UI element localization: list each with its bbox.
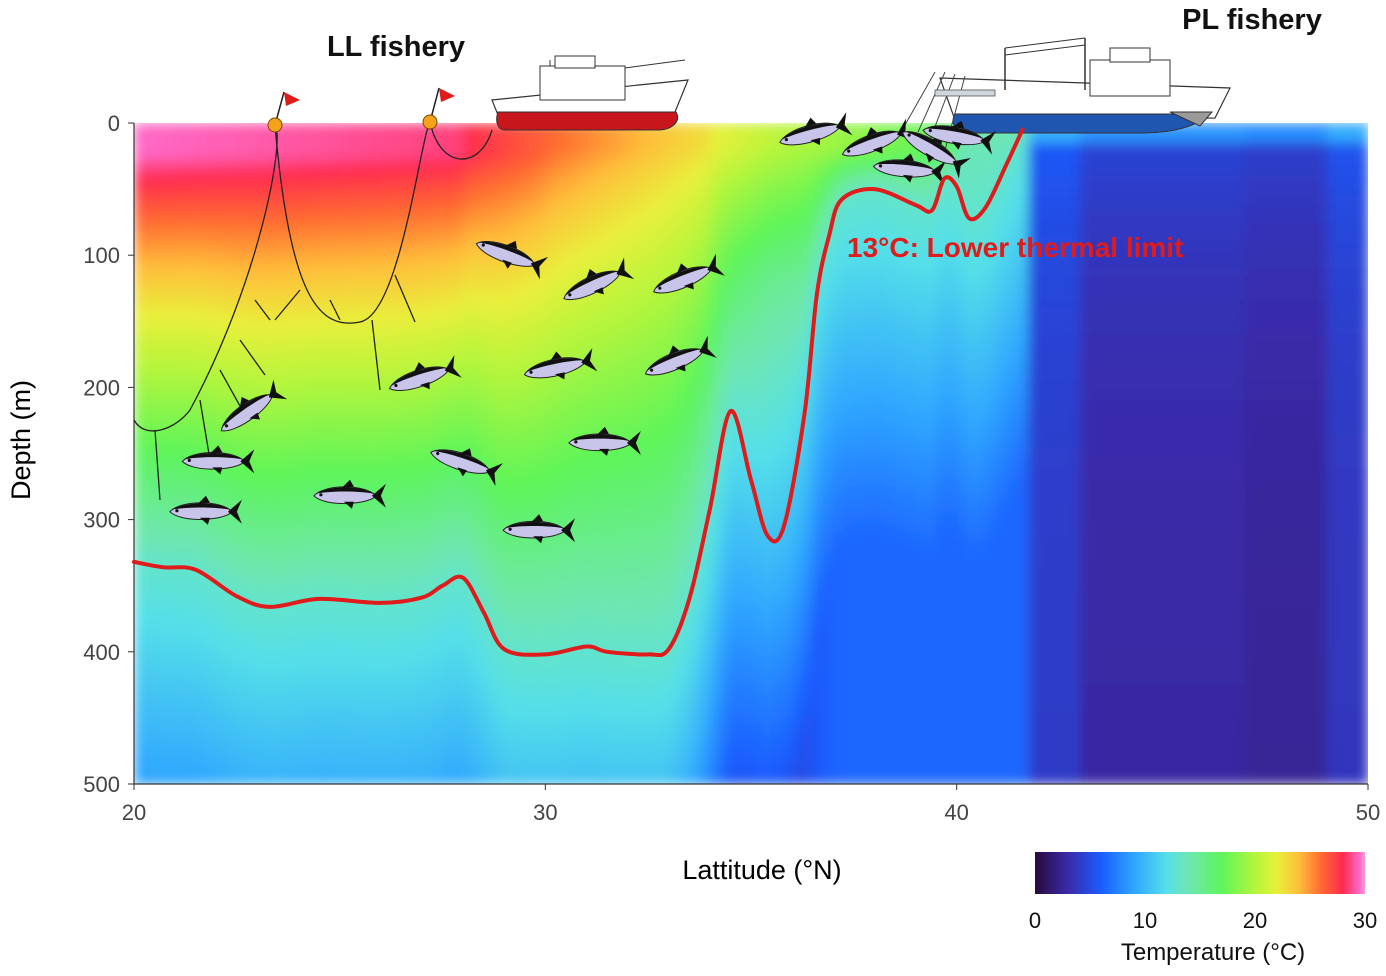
buoy-float (422, 114, 438, 130)
tuna-fish-icon (181, 445, 255, 475)
tuna-fish-icon (644, 335, 717, 376)
pl-vessel-sprinkler-rail (934, 89, 996, 97)
pl-vessel-stay (1004, 44, 1086, 56)
ll-fishery-label: LL fishery (327, 31, 465, 63)
tuna-fish-icon (220, 379, 288, 432)
branch-line (371, 319, 381, 391)
branch-line (394, 274, 416, 323)
pl-vessel-hull-blue (952, 113, 1212, 134)
branch-line (329, 299, 341, 321)
colorbar-tick-label: 0 (1029, 908, 1041, 933)
thermal-limit-annotation: 13°C: Lower thermal limit (847, 232, 1183, 263)
tuna-fish-icon (922, 120, 997, 155)
branch-line (254, 299, 271, 321)
y-tick-label: 300 (83, 508, 120, 533)
ll-vessel-rigging (624, 59, 686, 69)
branch-line (154, 429, 161, 501)
y-ticks: 0 100 200 300 400 500 (83, 111, 134, 797)
buoy-flag (439, 88, 455, 102)
x-axis-title: Lattitude (°N) (682, 855, 841, 885)
pl-vessel-stern (1169, 111, 1214, 127)
tuna-fish-icon (872, 153, 947, 185)
tuna-fish-icon (475, 240, 549, 280)
isotherm-13c-line (132, 127, 1025, 658)
tuna-fish-icon (779, 112, 853, 146)
pl-vessel-stay (1004, 37, 1086, 49)
colorbar-title: Temperature (°C) (1121, 939, 1305, 966)
colorbar-tick-label: 30 (1353, 908, 1377, 933)
y-tick-label: 100 (83, 243, 120, 268)
tuna-fish-icon (568, 426, 641, 456)
pole-and-line-vessel-illustration (904, 37, 1231, 151)
colorbar-ticks: 0 10 20 30 (1029, 894, 1377, 933)
tuna-fish-icon (653, 253, 725, 294)
tuna-fish-icon (388, 354, 462, 391)
branch-line (199, 399, 211, 461)
x-ticks: 20 30 40 50 (122, 784, 1380, 825)
x-tick-label: 20 (122, 800, 146, 825)
tuna-fish-icon (563, 257, 635, 301)
y-tick-label: 500 (83, 772, 120, 797)
colorbar-gradient (1035, 852, 1365, 894)
x-tick-label: 50 (1356, 800, 1380, 825)
y-tick-label: 400 (83, 640, 120, 665)
pl-fishery-label: PL fishery (1182, 4, 1322, 36)
x-tick-label: 30 (533, 800, 557, 825)
temperature-heatmap (134, 123, 1368, 784)
ll-vessel-cabin (539, 65, 626, 101)
y-tick-label: 200 (83, 375, 120, 400)
tuna-fish-icon (313, 479, 386, 509)
pl-vessel-pole (917, 71, 946, 133)
pl-vessel-cabin (1089, 59, 1171, 97)
tuna-fish-icon (523, 347, 598, 380)
plot-axes (133, 123, 1368, 785)
colorbar-tick-label: 10 (1133, 908, 1157, 933)
pl-vessel-bridge (1109, 47, 1151, 63)
tuna-fish-icon (841, 118, 915, 157)
tuna-fish-icon (430, 448, 503, 486)
temperature-colorbar: 0 10 20 30 Temperature (°C) (1029, 852, 1377, 966)
ll-vessel-hull-red (496, 111, 678, 131)
buoy-float (267, 117, 283, 133)
tuna-school (169, 112, 997, 544)
y-tick-label: 0 (108, 111, 120, 136)
colorbar-tick-label: 20 (1243, 908, 1267, 933)
y-axis-title: Depth (m) (6, 380, 36, 500)
x-tick-label: 40 (944, 800, 968, 825)
tuna-fish-icon (901, 131, 971, 179)
tuna-fish-icon (169, 495, 242, 525)
buoy-flag (284, 92, 300, 106)
mainline-right (274, 121, 431, 324)
pl-vessel-pole (904, 71, 936, 126)
tuna-fish-icon (502, 514, 576, 544)
branch-line (274, 289, 301, 321)
mainline-left (133, 124, 278, 432)
longline-vessel-illustration (491, 55, 689, 131)
longline-gear-illustration (133, 121, 493, 501)
float-line (429, 121, 493, 160)
branch-line (239, 339, 266, 376)
ll-vessel-bridge (554, 55, 596, 69)
longline-buoys (267, 87, 455, 133)
